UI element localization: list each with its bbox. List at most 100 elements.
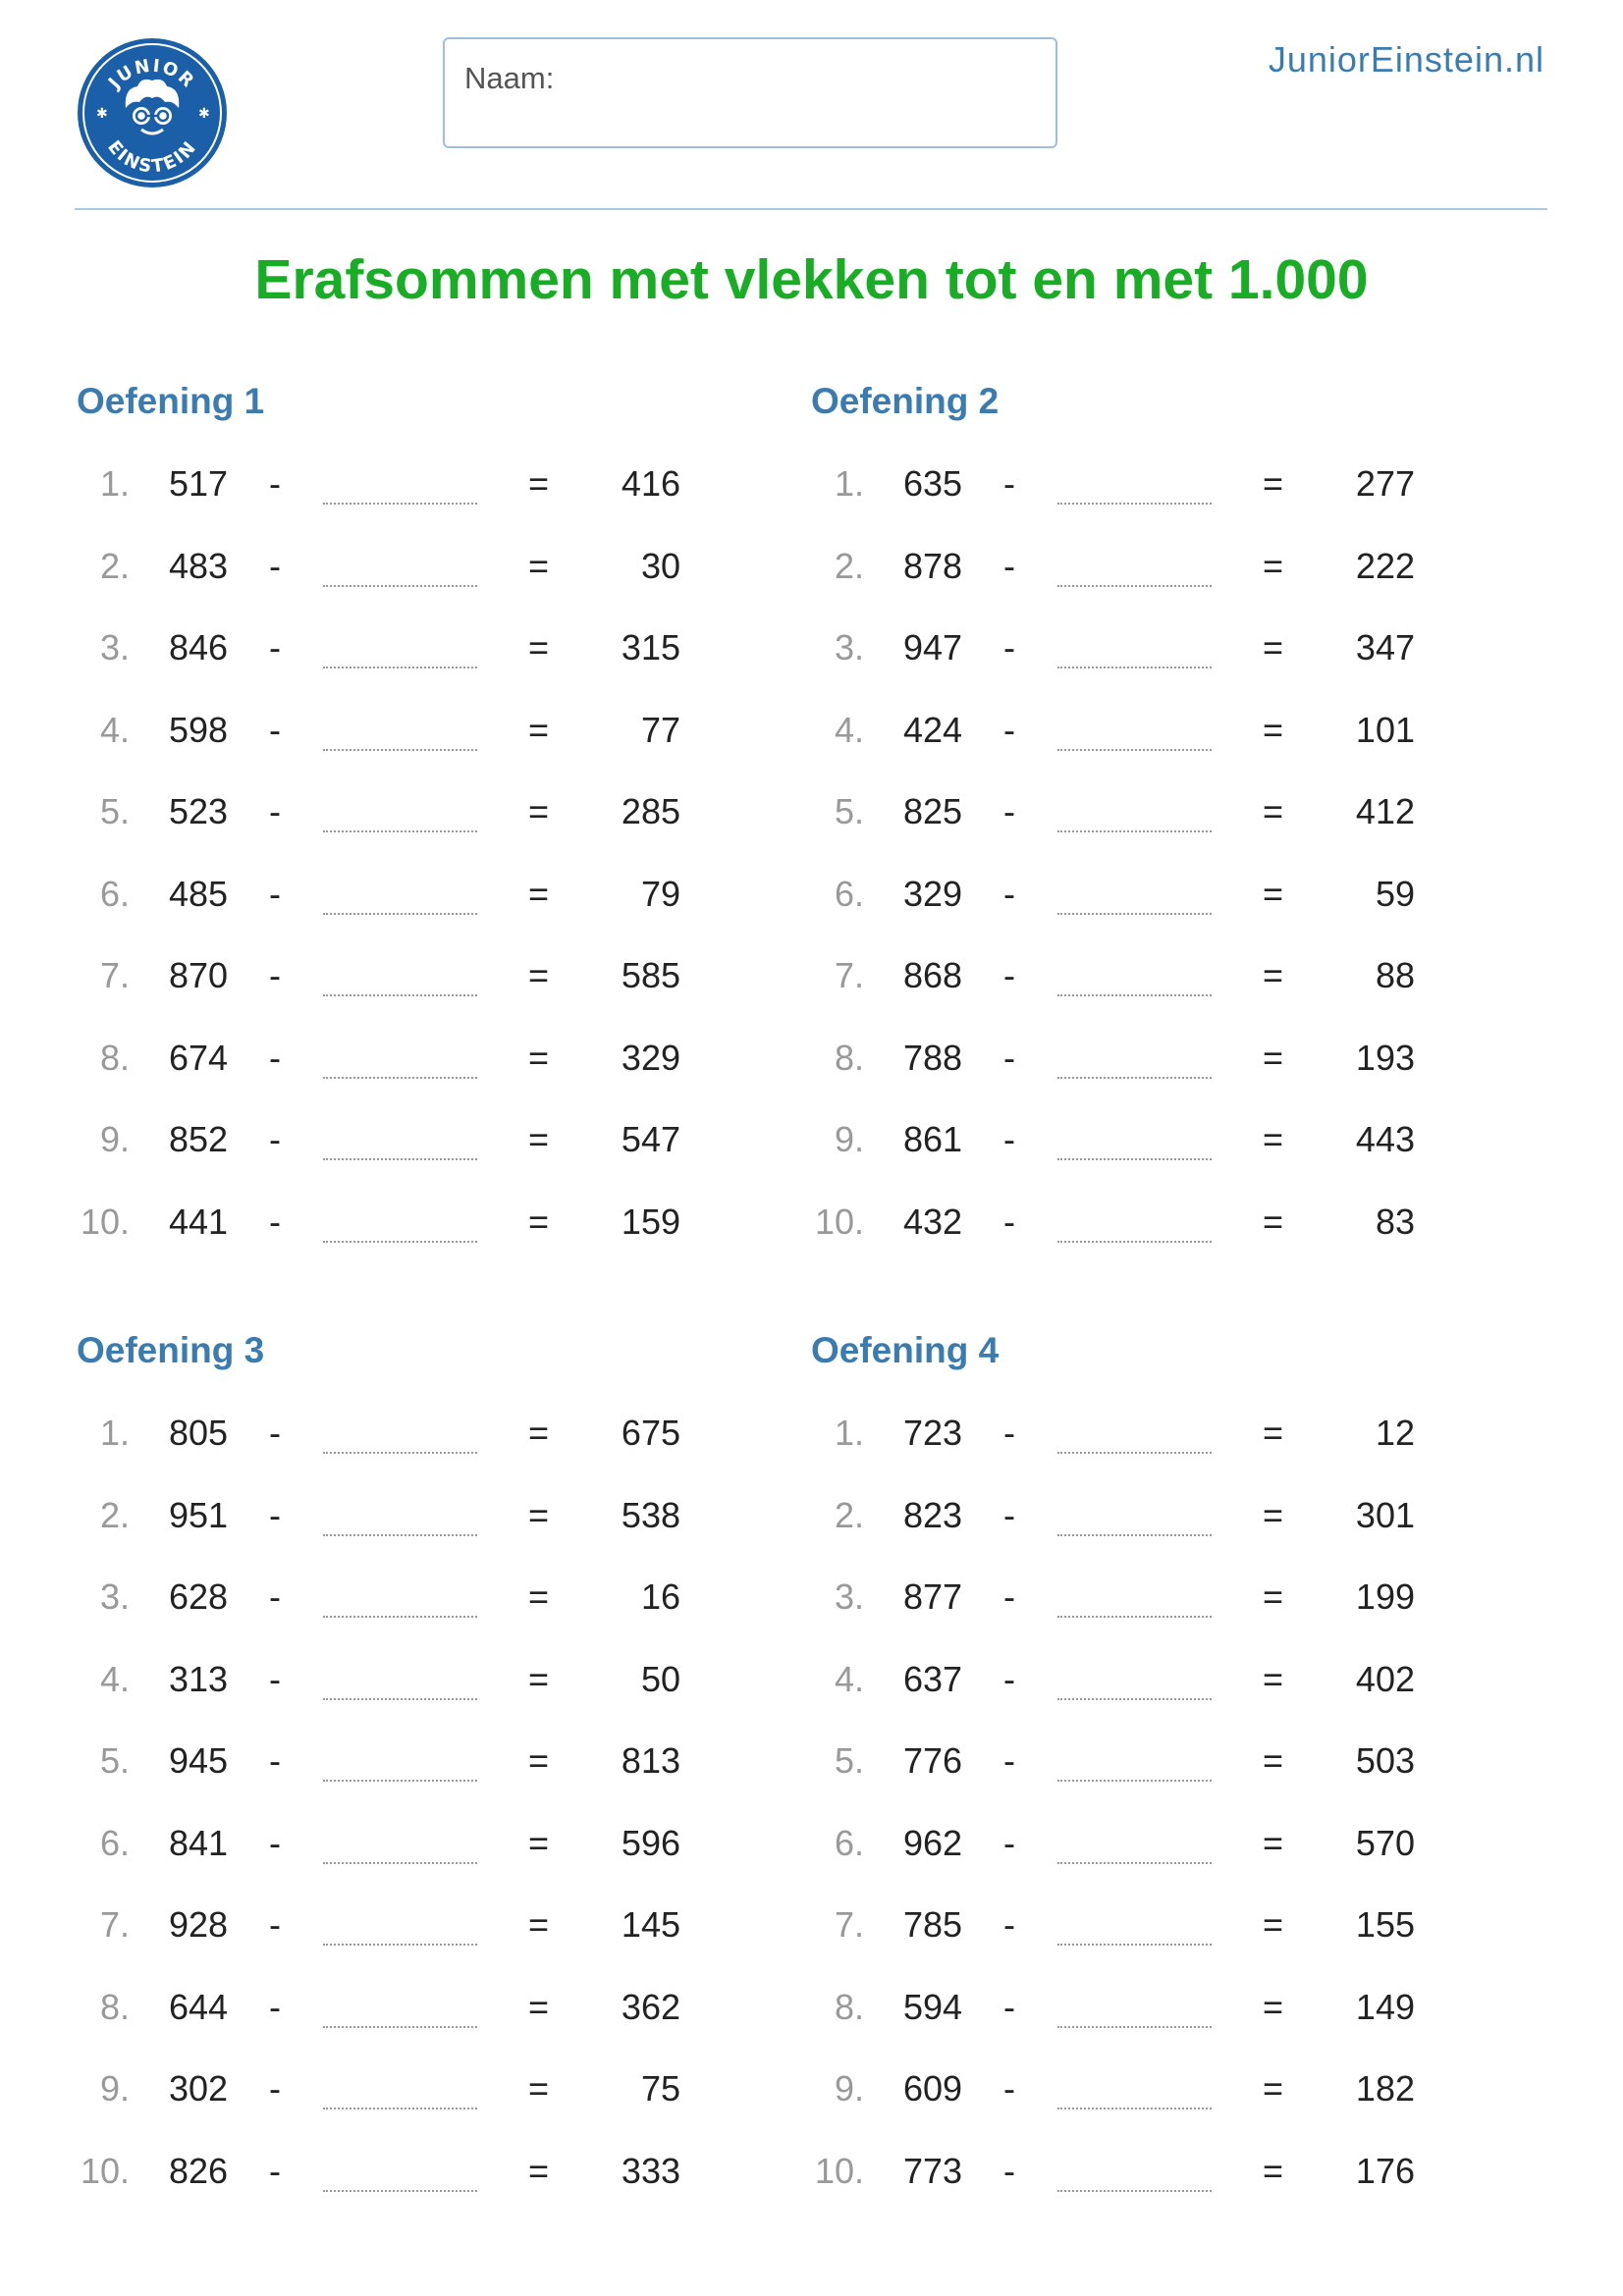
answer-blank[interactable] — [1057, 1780, 1212, 1782]
answer-blank[interactable] — [323, 2108, 477, 2109]
answer-blank[interactable] — [323, 2189, 477, 2192]
name-field[interactable]: Naam: — [443, 37, 1057, 148]
item-number: 1. — [834, 463, 864, 504]
minuend: 485 — [169, 873, 229, 914]
minus-sign: - — [269, 1201, 281, 1242]
answer-blank[interactable] — [323, 584, 477, 587]
answer-blank[interactable] — [323, 1452, 477, 1454]
result: 59 — [1375, 873, 1415, 914]
exercise-row: 6. 962- = 570 — [811, 1823, 1420, 1892]
result: 199 — [1355, 1576, 1415, 1617]
answer-blank[interactable] — [323, 503, 477, 505]
equals-sign: = — [528, 791, 550, 831]
answer-blank[interactable] — [1057, 1533, 1212, 1536]
answer-blank[interactable] — [1057, 2025, 1212, 2028]
answer-blank[interactable] — [323, 1697, 477, 1700]
minuend: 825 — [903, 791, 963, 831]
minuend: 483 — [169, 545, 229, 586]
equals-sign: = — [528, 1822, 550, 1863]
answer-blank[interactable] — [1057, 1616, 1212, 1618]
minus-sign: - — [269, 1904, 281, 1945]
item-number: 4. — [834, 1658, 864, 1699]
equals-sign: = — [1263, 1119, 1284, 1159]
equals-sign: = — [528, 709, 550, 750]
exercise-row: 6. 329- = 59 — [811, 874, 1420, 942]
answer-blank[interactable] — [323, 1944, 477, 1946]
item-number: 5. — [834, 1740, 864, 1781]
result: 285 — [621, 791, 680, 831]
answer-blank[interactable] — [1057, 830, 1212, 832]
minuend: 644 — [169, 1986, 229, 2027]
answer-blank[interactable] — [1057, 2189, 1212, 2192]
answer-blank[interactable] — [1057, 748, 1212, 751]
item-number: 7. — [99, 955, 130, 995]
answer-blank[interactable] — [323, 2025, 477, 2028]
answer-blank[interactable] — [323, 994, 477, 996]
equals-sign: = — [528, 2068, 550, 2109]
answer-blank[interactable] — [1057, 912, 1212, 915]
answer-blank[interactable] — [323, 1076, 477, 1079]
result: 547 — [621, 1119, 680, 1159]
minus-sign: - — [269, 1037, 281, 1078]
answer-blank[interactable] — [1057, 667, 1212, 668]
answer-blank[interactable] — [1057, 1158, 1212, 1160]
minuend: 805 — [169, 1413, 229, 1453]
answer-blank[interactable] — [1057, 1861, 1212, 1864]
answer-blank[interactable] — [323, 912, 477, 915]
exercise-row: 5. 776- = 503 — [811, 1740, 1420, 1809]
answer-blank[interactable] — [323, 1240, 477, 1243]
answer-blank[interactable] — [1057, 1944, 1212, 1946]
item-number: 2. — [99, 1494, 130, 1535]
answer-blank[interactable] — [323, 748, 477, 751]
minus-sign: - — [1003, 2068, 1015, 2109]
exercise-row: 5. 945- = 813 — [77, 1740, 685, 1809]
answer-blank[interactable] — [323, 1780, 477, 1782]
equals-sign: = — [528, 463, 550, 504]
equals-sign: = — [528, 1904, 550, 1945]
answer-blank[interactable] — [1057, 1697, 1212, 1700]
answer-blank[interactable] — [1057, 584, 1212, 587]
answer-blank[interactable] — [1057, 1240, 1212, 1243]
minuend: 788 — [903, 1037, 963, 1078]
exercise-title: Oefening 1 — [77, 381, 265, 421]
answer-blank[interactable] — [1057, 503, 1212, 505]
answer-blank[interactable] — [323, 1158, 477, 1160]
item-number: 1. — [99, 463, 130, 504]
exercise-row: 7. 868- = 88 — [811, 955, 1420, 1024]
equals-sign: = — [1263, 1740, 1284, 1781]
minuend: 861 — [903, 1119, 963, 1159]
minus-sign: - — [269, 463, 281, 504]
exercise-row: 2. 878- = 222 — [811, 546, 1420, 614]
item-number: 6. — [834, 1822, 864, 1863]
answer-blank[interactable] — [323, 830, 477, 832]
result: 30 — [640, 545, 680, 586]
answer-blank[interactable] — [1057, 1452, 1212, 1454]
item-number: 9. — [834, 1119, 864, 1159]
item-number: 2. — [834, 1494, 864, 1535]
site-link[interactable]: JuniorEinstein.nl — [1268, 39, 1544, 80]
page-title: Erafsommen met vlekken tot en met 1.000 — [254, 248, 1369, 311]
result: 193 — [1355, 1037, 1415, 1078]
result: 12 — [1375, 1413, 1415, 1453]
answer-blank[interactable] — [1057, 1076, 1212, 1079]
answer-blank[interactable] — [323, 1533, 477, 1536]
item-number: 7. — [834, 955, 864, 995]
equals-sign: = — [528, 1576, 550, 1617]
answer-blank[interactable] — [1057, 2108, 1212, 2109]
minus-sign: - — [269, 545, 281, 586]
minus-sign: - — [269, 873, 281, 914]
answer-blank[interactable] — [1057, 994, 1212, 996]
result: 402 — [1355, 1658, 1415, 1699]
equals-sign: = — [528, 2150, 550, 2191]
equals-sign: = — [1263, 955, 1284, 995]
minus-sign: - — [269, 709, 281, 750]
answer-blank[interactable] — [323, 1861, 477, 1864]
minuend: 635 — [903, 463, 963, 504]
answer-blank[interactable] — [323, 1616, 477, 1618]
result: 675 — [621, 1413, 680, 1453]
minus-sign: - — [1003, 1986, 1015, 2027]
minus-sign: - — [1003, 463, 1015, 504]
minus-sign: - — [269, 1658, 281, 1699]
answer-blank[interactable] — [323, 667, 477, 668]
result: 570 — [1355, 1822, 1415, 1863]
